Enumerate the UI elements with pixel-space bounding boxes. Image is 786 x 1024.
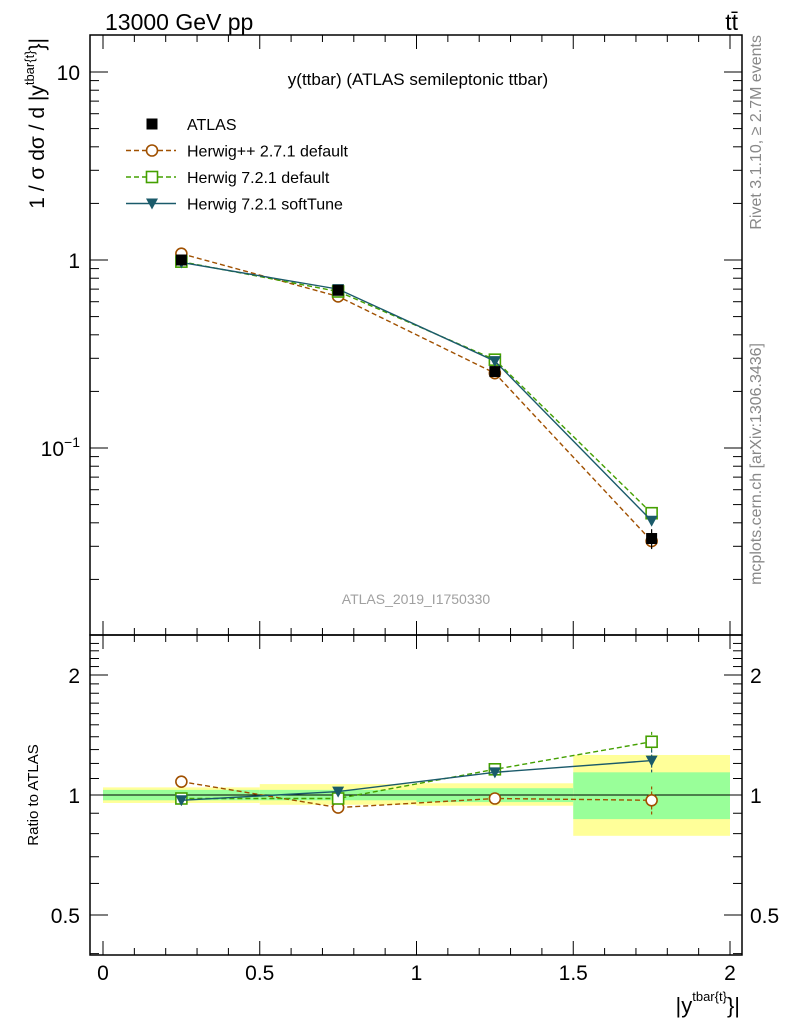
series-line-3 bbox=[181, 261, 653, 522]
ratio-line-1 bbox=[181, 741, 652, 800]
legend-marker-1 bbox=[145, 144, 159, 157]
series-line-2 bbox=[181, 260, 653, 514]
ratio-y-tick-label-right: 0.5 bbox=[750, 905, 779, 928]
legend-label-1: Herwig++ 2.7.1 default bbox=[187, 144, 349, 161]
data-point-0 bbox=[175, 254, 187, 266]
ratio-line-0 bbox=[181, 780, 652, 809]
x-tick-label: 2 bbox=[724, 962, 736, 985]
data-point-0 bbox=[332, 284, 344, 296]
ratio-point-0 bbox=[488, 792, 502, 805]
ratio-point-2 bbox=[645, 755, 658, 767]
x-tick-label: 0.5 bbox=[245, 962, 274, 985]
data-point-0 bbox=[489, 366, 501, 378]
legend-label-0: ATLAS bbox=[187, 117, 237, 134]
ratio-y-tick-label-right: 2 bbox=[750, 665, 762, 688]
x-tick-label: 1.5 bbox=[559, 962, 588, 985]
ratio-line-2 bbox=[181, 759, 652, 801]
y-tick-label: 10−1 bbox=[41, 434, 81, 461]
data-point-3 bbox=[645, 515, 658, 527]
main-plot: y(ttbar) (ATLAS semileptonic ttbar) ATLA… bbox=[41, 34, 743, 636]
series-line-1 bbox=[181, 253, 653, 542]
y-tick-label: 1 bbox=[68, 250, 80, 273]
x-tick-label: 0 bbox=[97, 962, 109, 985]
ratio-y-tick-label: 2 bbox=[68, 665, 80, 688]
x-axis-label: |ytbar{t}}| bbox=[676, 989, 740, 1018]
legend-label-3: Herwig 7.2.1 softTune bbox=[187, 197, 343, 214]
ratio-point-0 bbox=[645, 793, 658, 807]
legend-marker-2 bbox=[145, 170, 159, 184]
ratio-y-tick-label-right: 1 bbox=[750, 785, 762, 808]
watermark: ATLAS_2019_I1750330 bbox=[342, 591, 491, 607]
ratio-plot: 2 2 1 1 0.5 0.5 bbox=[51, 634, 779, 956]
x-tick-label: 1 bbox=[411, 962, 423, 985]
legend-label-2: Herwig 7.2.1 default bbox=[187, 170, 330, 187]
data-point-3 bbox=[488, 356, 501, 368]
ratio-point-2 bbox=[175, 795, 188, 807]
ratio-point-0 bbox=[175, 775, 188, 788]
ratio-point-1 bbox=[645, 735, 658, 749]
ratio-point-2 bbox=[488, 767, 501, 779]
y-axis-label: 1 / σ dσ / d |ytbar{t}}| bbox=[22, 38, 49, 209]
legend-marker-3 bbox=[146, 198, 158, 210]
ratio-y-tick-label: 1 bbox=[68, 785, 80, 808]
y-tick-label: 10 bbox=[57, 62, 80, 85]
header-right: tt̄ bbox=[725, 9, 738, 35]
rivet-label: Rivet 3.1.10, ≥ 2.7M events bbox=[748, 35, 765, 230]
ratio-y-tick-label: 0.5 bbox=[51, 905, 80, 928]
header-left: 13000 GeV pp bbox=[105, 9, 253, 35]
legend-marker-0 bbox=[146, 118, 158, 130]
ratio-point-2 bbox=[332, 786, 345, 798]
ratio-y-axis-label: Ratio to ATLAS bbox=[25, 744, 42, 845]
mcplots-label: mcplots.cern.ch [arXiv:1306.3436] bbox=[748, 343, 765, 585]
chart-title: y(ttbar) (ATLAS semileptonic ttbar) bbox=[288, 70, 548, 89]
data-point-0 bbox=[646, 533, 658, 545]
